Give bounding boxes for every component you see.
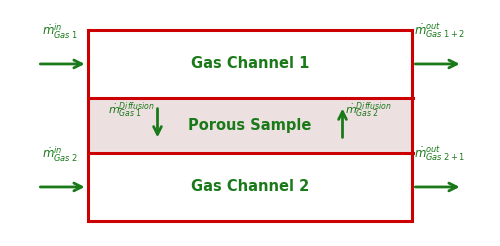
- Text: $\dot{m}^{Diffusion}_{Gas\;2}$: $\dot{m}^{Diffusion}_{Gas\;2}$: [345, 101, 392, 121]
- Text: Gas Channel 1: Gas Channel 1: [191, 57, 309, 71]
- Text: $\dot{m}^{in}_{Gas\;2}$: $\dot{m}^{in}_{Gas\;2}$: [42, 144, 78, 164]
- Bar: [88, 98, 412, 153]
- Text: $\dot{m}^{in}_{Gas\;1}$: $\dot{m}^{in}_{Gas\;1}$: [42, 21, 78, 41]
- Text: $\dot{m}^{Diffusion}_{Gas\;1}$: $\dot{m}^{Diffusion}_{Gas\;1}$: [108, 101, 155, 121]
- Text: $\dot{m}^{out}_{Gas\;1+2}$: $\dot{m}^{out}_{Gas\;1+2}$: [414, 21, 466, 41]
- Text: $\dot{m}^{out}_{Gas\;2+1}$: $\dot{m}^{out}_{Gas\;2+1}$: [414, 144, 466, 164]
- Text: Gas Channel 2: Gas Channel 2: [191, 180, 309, 194]
- Bar: [88, 30, 412, 221]
- Text: Porous Sample: Porous Sample: [188, 118, 312, 133]
